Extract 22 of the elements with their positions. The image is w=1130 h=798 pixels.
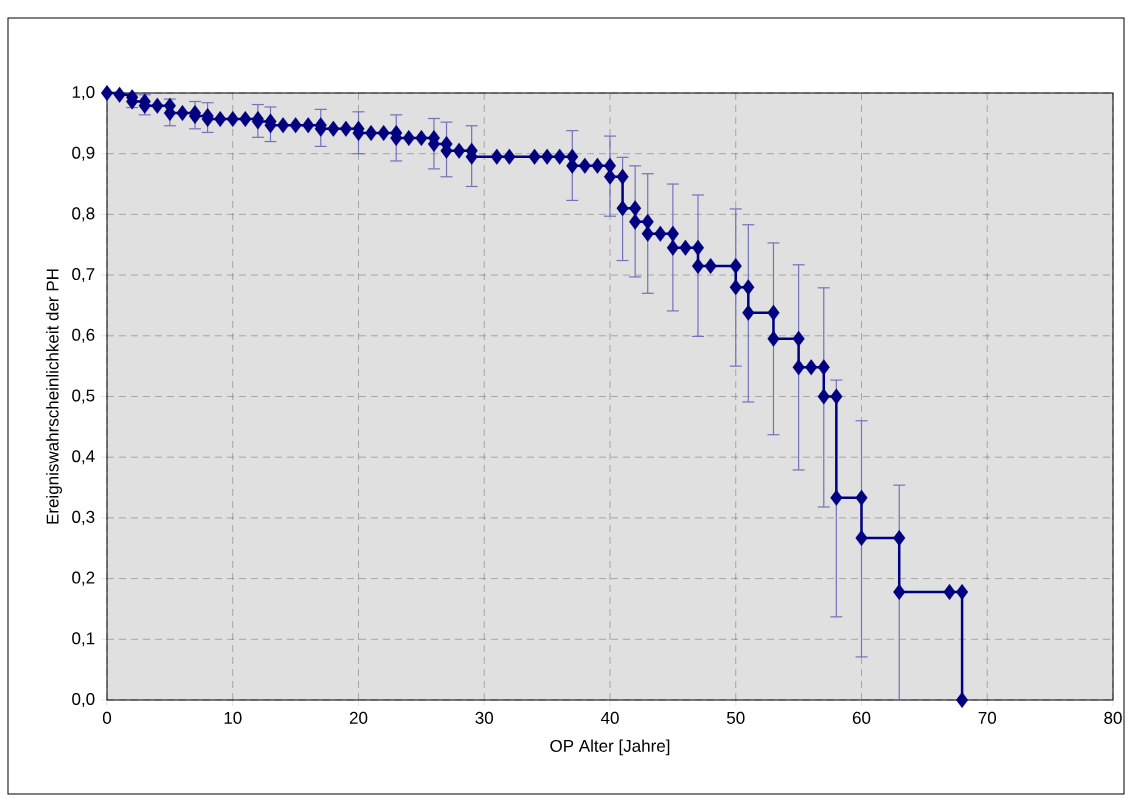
y-tick-label: 0,8 — [72, 207, 95, 222]
y-tick-label: 0,2 — [72, 571, 95, 586]
x-tick-label: 40 — [600, 711, 619, 724]
y-axis-title: Ereigniswahrscheinlichkeit der PH — [46, 269, 62, 524]
x-tick-label: 0 — [102, 711, 112, 724]
y-tick-label: 0,3 — [72, 510, 95, 525]
y-tick-label: 0,6 — [72, 328, 95, 343]
y-tick-label: 0,4 — [72, 450, 95, 465]
y-tick-label: 0,5 — [72, 389, 95, 404]
y-tick-label: 0,1 — [72, 632, 95, 647]
x-axis-title: OP Alter [Jahre] — [550, 739, 670, 756]
y-tick-label: 0,9 — [72, 146, 95, 161]
x-tick-label: 50 — [726, 711, 745, 724]
x-tick-label: 80 — [1104, 711, 1122, 724]
y-tick-label: 0,0 — [72, 692, 95, 708]
y-tick-label: 0,7 — [72, 268, 95, 283]
y-tick-label: 1,0 — [72, 85, 95, 101]
x-tick-label: 20 — [349, 711, 368, 724]
x-tick-label: 30 — [475, 711, 494, 724]
x-tick-label: 70 — [978, 711, 997, 724]
x-tick-label: 10 — [224, 711, 242, 724]
x-tick-label: 60 — [852, 711, 871, 724]
